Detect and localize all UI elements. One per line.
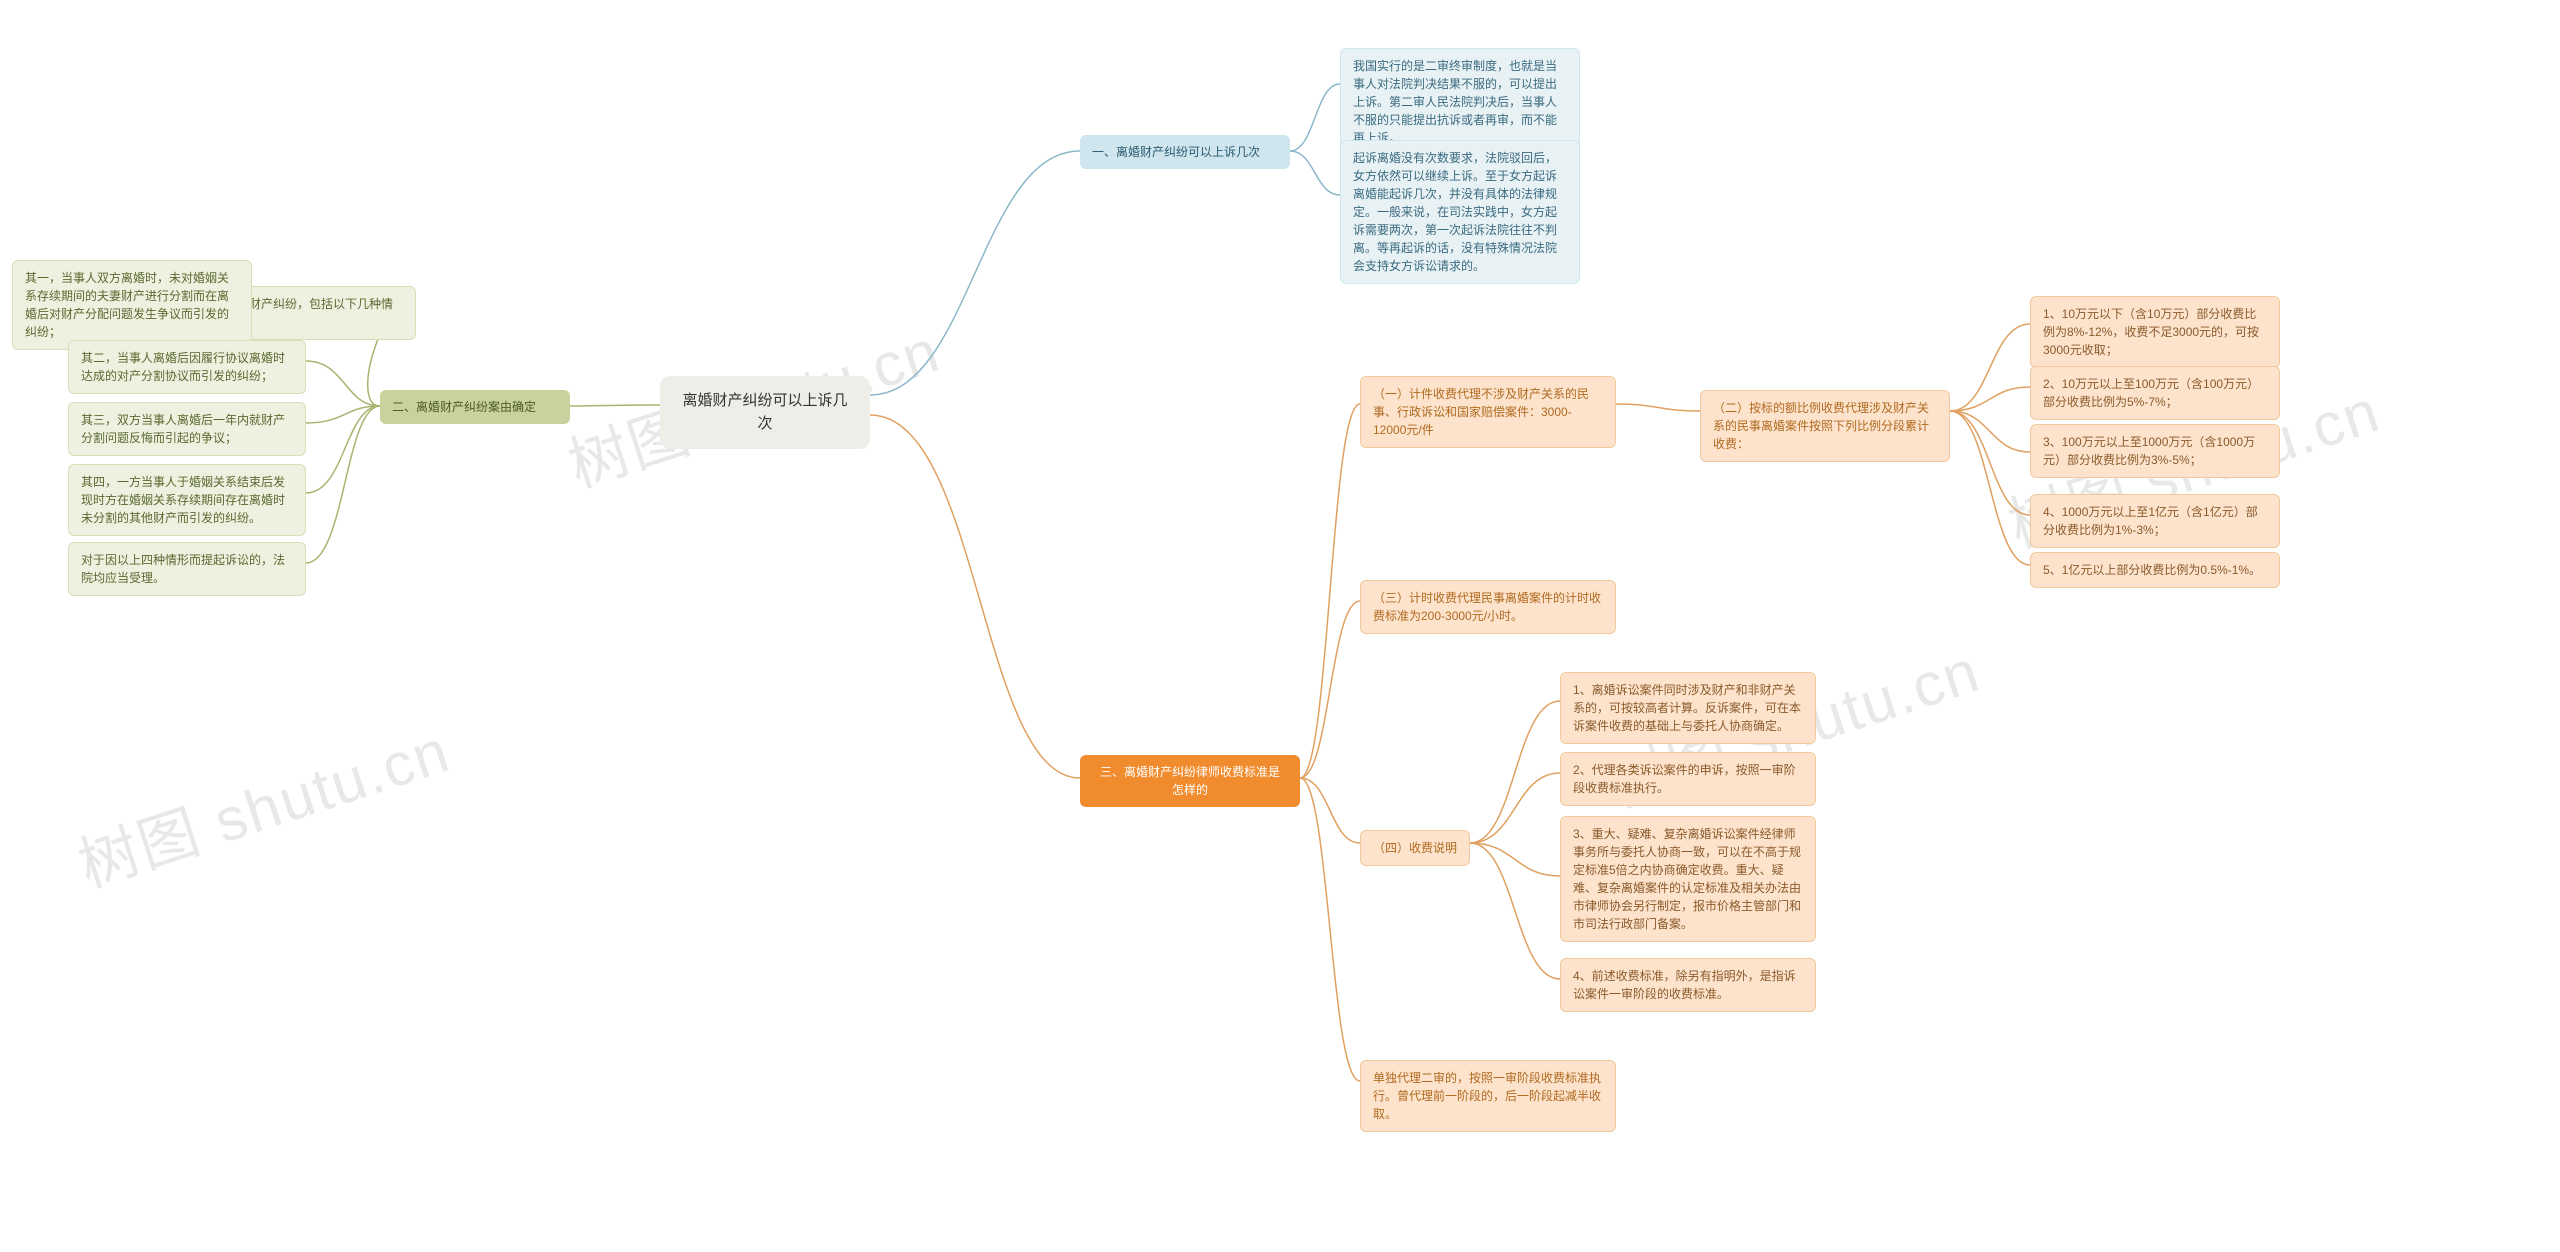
leaf-node[interactable]: 其二，当事人离婚后因履行协议离婚时达成的对产分割协议而引发的纠纷； xyxy=(68,340,306,394)
leaf-node[interactable]: 5、1亿元以上部分收费比例为0.5%-1%。 xyxy=(2030,552,2280,588)
branch-2[interactable]: 二、离婚财产纠纷案由确定 xyxy=(380,390,570,424)
branch-3[interactable]: 三、离婚财产纠纷律师收费标准是怎样的 xyxy=(1080,755,1300,807)
leaf-node[interactable]: 4、前述收费标准，除另有指明外，是指诉讼案件一审阶段的收费标准。 xyxy=(1560,958,1816,1012)
leaf-node[interactable]: 3、重大、疑难、复杂离婚诉讼案件经律师事务所与委托人协商一致，可以在不高于规定标… xyxy=(1560,816,1816,942)
sub-node[interactable]: （三）计时收费代理民事离婚案件的计时收费标准为200-3000元/小时。 xyxy=(1360,580,1616,634)
leaf-node[interactable]: 其四，一方当事人于婚姻关系结束后发现时方在婚姻关系存续期间存在离婚时未分割的其他… xyxy=(68,464,306,536)
leaf-node[interactable]: 起诉离婚没有次数要求，法院驳回后，女方依然可以继续上诉。至于女方起诉离婚能起诉几… xyxy=(1340,140,1580,284)
leaf-node[interactable]: 对于因以上四种情形而提起诉讼的，法院均应当受理。 xyxy=(68,542,306,596)
branch-1[interactable]: 一、离婚财产纠纷可以上诉几次 xyxy=(1080,135,1290,169)
leaf-node[interactable]: 2、代理各类诉讼案件的申诉，按照一审阶段收费标准执行。 xyxy=(1560,752,1816,806)
mindmap-connectors xyxy=(0,0,2560,1252)
leaf-node[interactable]: 3、100万元以上至1000万元（含1000万元）部分收费比例为3%-5%； xyxy=(2030,424,2280,478)
leaf-node[interactable]: 2、10万元以上至100万元（含100万元）部分收费比例为5%-7%； xyxy=(2030,366,2280,420)
sub-node[interactable]: （一）计件收费代理不涉及财产关系的民事、行政诉讼和国家赔偿案件：3000-120… xyxy=(1360,376,1616,448)
leaf-node[interactable]: 其三，双方当事人离婚后一年内就财产分割问题反悔而引起的争议； xyxy=(68,402,306,456)
leaf-node[interactable]: 其一，当事人双方离婚时，未对婚姻关系存续期间的夫妻财产进行分割而在离婚后对财产分… xyxy=(12,260,252,350)
sub-node[interactable]: 单独代理二审的，按照一审阶段收费标准执行。曾代理前一阶段的，后一阶段起减半收取。 xyxy=(1360,1060,1616,1132)
root-node[interactable]: 离婚财产纠纷可以上诉几次 xyxy=(660,376,870,449)
sub-node[interactable]: （四）收费说明 xyxy=(1360,830,1470,866)
watermark: 树图 shutu.cn xyxy=(66,703,460,905)
leaf-node[interactable]: 1、10万元以下（含10万元）部分收费比例为8%-12%，收费不足3000元的，… xyxy=(2030,296,2280,368)
sub-node[interactable]: （二）按标的额比例收费代理涉及财产关系的民事离婚案件按照下列比例分段累计收费： xyxy=(1700,390,1950,462)
leaf-node[interactable]: 1、离婚诉讼案件同时涉及财产和非财产关系的，可按较高者计算。反诉案件，可在本诉案… xyxy=(1560,672,1816,744)
leaf-node[interactable]: 4、1000万元以上至1亿元（含1亿元）部分收费比例为1%-3%； xyxy=(2030,494,2280,548)
